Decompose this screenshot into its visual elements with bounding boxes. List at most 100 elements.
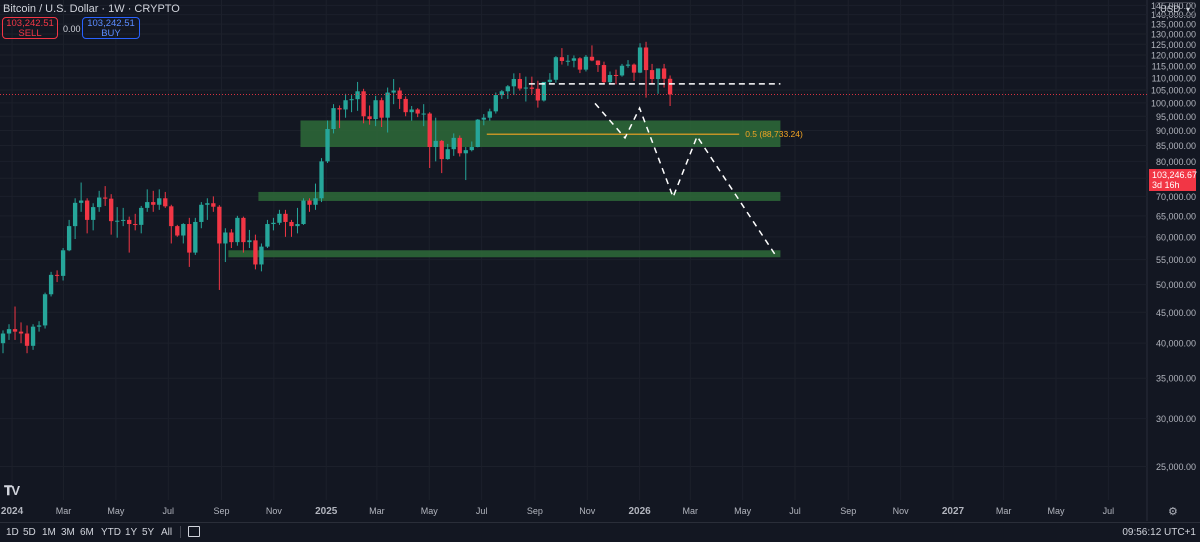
candle-body: [619, 65, 625, 76]
clock[interactable]: 09:56:12 UTC+1: [1122, 527, 1196, 538]
candle-body: [439, 140, 444, 160]
range-3m[interactable]: 3M: [61, 527, 75, 538]
candle-body: [60, 250, 66, 276]
time-tick-label: 2027: [942, 506, 965, 517]
candle-body: [493, 95, 498, 112]
sell-price: 103,242.51: [6, 18, 54, 29]
current-price-label: 103,246.67 3d 16h: [1149, 169, 1197, 191]
price-tick-label: 40,000.00: [1156, 339, 1196, 349]
candle-body: [271, 222, 276, 225]
candle-body: [301, 200, 306, 225]
time-tick-label: 2025: [315, 506, 338, 517]
chevron-down-icon: ▾: [1185, 5, 1190, 14]
toolbar-divider: [180, 526, 181, 538]
range-5d[interactable]: 5D: [23, 527, 36, 538]
time-tick-label: Jul: [163, 506, 175, 516]
candle-body: [475, 119, 480, 148]
candle-body: [24, 333, 30, 346]
candle-body: [577, 58, 583, 70]
candle-body: [541, 81, 547, 101]
time-tick-label: Sep: [840, 506, 856, 516]
candle-body: [517, 79, 523, 89]
calendar-icon[interactable]: [188, 526, 200, 537]
candle-body: [427, 113, 432, 148]
candle-body: [505, 86, 510, 92]
time-tick-label: May: [734, 506, 752, 516]
candle-body: [667, 78, 673, 95]
candle-body: [277, 213, 282, 223]
drawings[interactable]: 0.5 (88,733.24): [0, 83, 1147, 256]
price-tick-label: 60,000.00: [1156, 232, 1196, 242]
candle-body: [631, 64, 637, 73]
candle-body: [289, 221, 294, 227]
range-1d[interactable]: 1D: [6, 527, 19, 538]
candle-body: [325, 129, 330, 162]
candle-body: [211, 203, 216, 207]
candle-body: [433, 140, 438, 148]
range-all[interactable]: All: [161, 527, 173, 538]
candle-body: [0, 333, 6, 344]
price-tick-label: 25,000.00: [1156, 462, 1196, 472]
time-tick-label: Nov: [893, 506, 910, 516]
candle-body: [18, 331, 24, 334]
range-1m[interactable]: 1M: [42, 527, 56, 538]
price-tick-label: 125,000.00: [1151, 40, 1196, 50]
settings-gear-icon[interactable]: ⚙: [1168, 506, 1178, 518]
candle-body: [511, 79, 516, 87]
time-tick-label: Mar: [683, 506, 699, 516]
sell-button[interactable]: 103,242.51 SELL: [2, 17, 58, 39]
candle-body: [121, 219, 126, 221]
candle-body: [265, 224, 270, 247]
candle-body: [463, 150, 468, 154]
price-tick-label: 115,000.00: [1152, 62, 1196, 72]
candle-body: [163, 198, 168, 207]
price-tick-label: 80,000.00: [1156, 157, 1196, 167]
candle-body: [12, 329, 18, 332]
price-tick-label: 105,000.00: [1151, 86, 1196, 96]
price-tick-label: 145,000.00: [1151, 1, 1196, 11]
symbol-title[interactable]: Bitcoin / U.S. Dollar · 1W · CRYPTO: [3, 3, 180, 15]
time-tick-label: Jul: [789, 506, 801, 516]
candle-body: [559, 57, 565, 61]
candle-body: [481, 117, 486, 120]
time-tick-label: Mar: [996, 506, 1012, 516]
price-axis[interactable]: 25,000.00 30,000.00 35,000.00 40,000.00 45,0…: [1151, 1, 1196, 472]
candle-body: [595, 60, 601, 66]
time-tick-label: May: [1047, 506, 1065, 516]
candle-body: [655, 68, 661, 80]
candle-body: [139, 207, 144, 225]
candle-body: [295, 224, 300, 227]
candle-body: [643, 47, 649, 71]
candle-body: [151, 202, 156, 205]
candle-body: [523, 87, 529, 89]
candle-body: [247, 240, 252, 243]
range-6m[interactable]: 6M: [80, 527, 94, 538]
time-tick-label: Sep: [213, 506, 229, 516]
candle-body: [109, 198, 114, 222]
sell-label: SELL: [18, 28, 42, 39]
spread-value: 0.00: [63, 24, 81, 34]
price-tick-label: 70,000.00: [1156, 192, 1196, 202]
range-5y[interactable]: 5Y: [142, 527, 155, 538]
grid: [0, 0, 1147, 500]
price-tick-label: 130,000.00: [1151, 30, 1196, 40]
candle-body: [42, 294, 48, 326]
candle-body: [589, 56, 595, 61]
candle-body: [349, 99, 354, 101]
time-axis[interactable]: 2024 Mar May Jul Sep Nov 2025 Mar May Jul Sep Nov 20…: [1, 506, 1114, 517]
candle-body: [157, 198, 162, 205]
range-ytd[interactable]: YTD: [101, 527, 121, 538]
buy-button[interactable]: 103,242.51 BUY: [82, 17, 140, 39]
buy-price: 103,242.51: [87, 18, 135, 29]
candle-body: [78, 200, 84, 203]
currency-selector[interactable]: USD ▾: [1155, 2, 1195, 16]
range-1y[interactable]: 1Y: [125, 527, 138, 538]
tradingview-logo-icon[interactable]: 𝐓V: [4, 483, 20, 498]
candle-body: [499, 91, 504, 96]
candle-body: [607, 74, 613, 83]
candle-body: [445, 149, 450, 160]
support-zone: [228, 250, 781, 258]
candle-body: [571, 58, 577, 61]
candle-body: [649, 70, 655, 80]
